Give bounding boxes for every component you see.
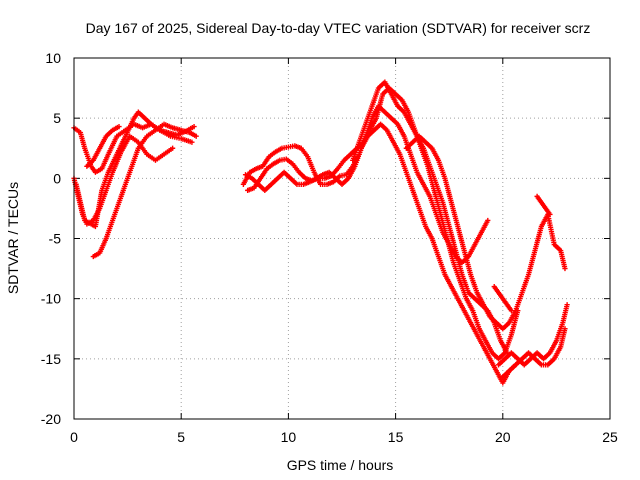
series-7 — [242, 121, 519, 386]
data-point — [485, 217, 491, 224]
series-3 — [71, 133, 176, 227]
data-point — [191, 123, 197, 130]
y-tick-label: -10 — [41, 291, 61, 307]
x-tick-label: 0 — [70, 429, 78, 445]
series-5 — [84, 123, 122, 169]
series-9 — [350, 79, 510, 356]
x-tick-label: 25 — [602, 429, 618, 445]
y-tick-labels: -20 -15 -10 -5 0 5 10 — [41, 50, 61, 427]
data-point — [547, 211, 553, 218]
data-point — [189, 139, 195, 145]
y-tick-label: 10 — [45, 50, 61, 66]
series-group — [71, 79, 570, 386]
data-point — [562, 326, 568, 332]
data-point — [562, 265, 568, 272]
y-tick-label: -5 — [49, 231, 62, 247]
x-tick-label: 20 — [495, 429, 511, 445]
y-tick-label: 0 — [53, 170, 61, 186]
x-axis-label: GPS time / hours — [287, 457, 394, 473]
series-14 — [491, 284, 514, 314]
series-12 — [500, 326, 568, 380]
data-point — [508, 308, 514, 314]
y-tick-label: 5 — [53, 110, 61, 126]
chart-title: Day 167 of 2025, Sidereal Day-to-day VTE… — [86, 20, 591, 36]
series-10 — [403, 133, 568, 332]
grid — [74, 58, 610, 419]
data-point — [170, 145, 176, 151]
x-tick-label: 5 — [177, 429, 185, 445]
y-axis-label: SDTVAR / TECUs — [5, 182, 21, 294]
y-tick-label: -20 — [41, 411, 61, 427]
series-4 — [90, 121, 199, 260]
x-tick-label: 10 — [281, 429, 297, 445]
x-tick-label: 15 — [388, 429, 404, 445]
series-13 — [534, 193, 553, 218]
data-point — [564, 302, 570, 308]
y-tick-label: -15 — [41, 351, 61, 367]
series-11 — [495, 302, 570, 368]
x-tick-labels: 0 5 10 15 20 25 — [70, 429, 618, 445]
data-point — [193, 133, 199, 139]
data-point — [116, 123, 122, 130]
plot-frame — [73, 57, 611, 420]
